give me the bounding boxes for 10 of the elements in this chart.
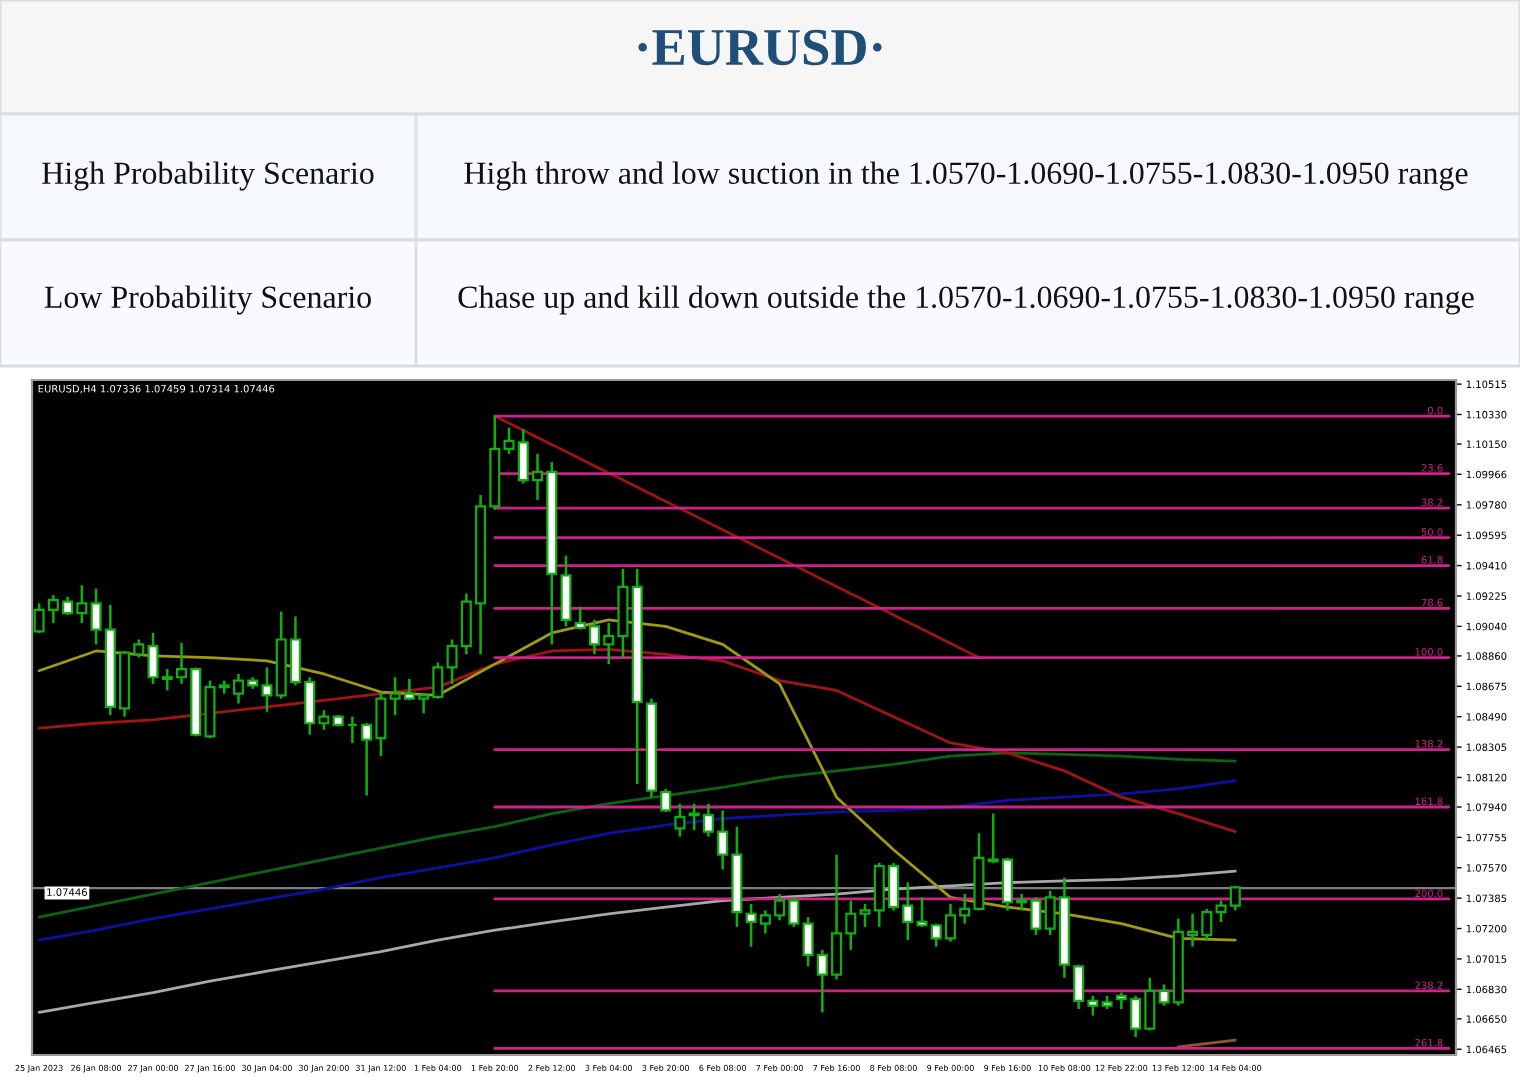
line-series [37, 647, 1237, 834]
line-series [37, 618, 1237, 942]
line-series [37, 779, 1237, 942]
text: Chase up and kill down outside the 1.0570-1.0690-1.0755-1.0830-1.0950 range [458, 285, 1474, 315]
text: Low Probability Scenario [44, 285, 371, 315]
chart-title: ·EURUSD· [638, 29, 882, 66]
line-series [37, 751, 1237, 919]
text: High Probability Scenario [42, 161, 374, 191]
candlestick [674, 802, 686, 838]
text: High throw and low suction in the 1.0570-1.0690-1.0755-1.0830-1.0950 range [464, 161, 1468, 191]
